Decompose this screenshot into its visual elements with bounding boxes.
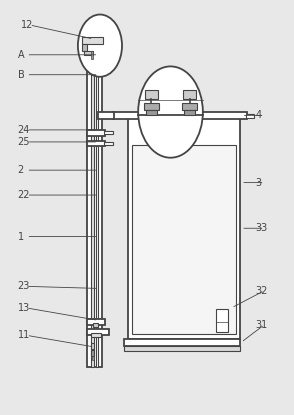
Text: 12: 12 xyxy=(21,20,33,30)
Bar xyxy=(182,103,197,110)
Bar xyxy=(91,39,94,367)
Bar xyxy=(96,39,98,367)
Bar xyxy=(104,142,113,145)
Text: 3: 3 xyxy=(256,178,262,188)
Bar xyxy=(91,343,94,349)
Bar xyxy=(87,141,105,146)
Bar xyxy=(92,356,94,360)
Bar xyxy=(87,329,109,335)
Text: 32: 32 xyxy=(256,286,268,295)
Bar xyxy=(104,131,113,134)
Text: 22: 22 xyxy=(18,190,30,200)
Bar xyxy=(82,37,103,44)
Text: A: A xyxy=(18,50,24,60)
Bar xyxy=(184,110,195,115)
Text: 25: 25 xyxy=(18,137,30,147)
Bar xyxy=(91,51,93,59)
Bar xyxy=(98,112,114,119)
Text: 2: 2 xyxy=(18,165,24,175)
Bar xyxy=(89,37,92,42)
Bar xyxy=(144,103,159,110)
Bar xyxy=(146,110,157,115)
Text: 13: 13 xyxy=(18,303,30,313)
Bar xyxy=(91,333,101,337)
Bar xyxy=(84,51,93,55)
Bar xyxy=(246,114,254,118)
Bar xyxy=(216,309,228,332)
Bar xyxy=(132,145,236,334)
Bar xyxy=(93,37,96,42)
Bar xyxy=(91,42,93,46)
Bar xyxy=(183,90,196,99)
Bar xyxy=(87,36,103,43)
Text: 11: 11 xyxy=(18,330,30,340)
Bar xyxy=(82,44,87,51)
Bar xyxy=(128,115,240,339)
Bar xyxy=(124,346,240,351)
Circle shape xyxy=(138,66,203,158)
Circle shape xyxy=(78,15,122,77)
Text: 33: 33 xyxy=(256,223,268,233)
Bar xyxy=(91,350,94,356)
Bar xyxy=(93,323,98,327)
Text: 4: 4 xyxy=(256,110,262,120)
Bar xyxy=(87,319,105,325)
Bar xyxy=(87,39,102,367)
Text: 1: 1 xyxy=(18,232,24,242)
Text: 23: 23 xyxy=(18,281,30,291)
Text: 24: 24 xyxy=(18,125,30,135)
Bar xyxy=(87,130,105,136)
Bar xyxy=(113,112,247,119)
Bar xyxy=(124,339,240,346)
Bar xyxy=(145,90,158,99)
Text: 31: 31 xyxy=(256,320,268,330)
Text: B: B xyxy=(18,70,24,80)
